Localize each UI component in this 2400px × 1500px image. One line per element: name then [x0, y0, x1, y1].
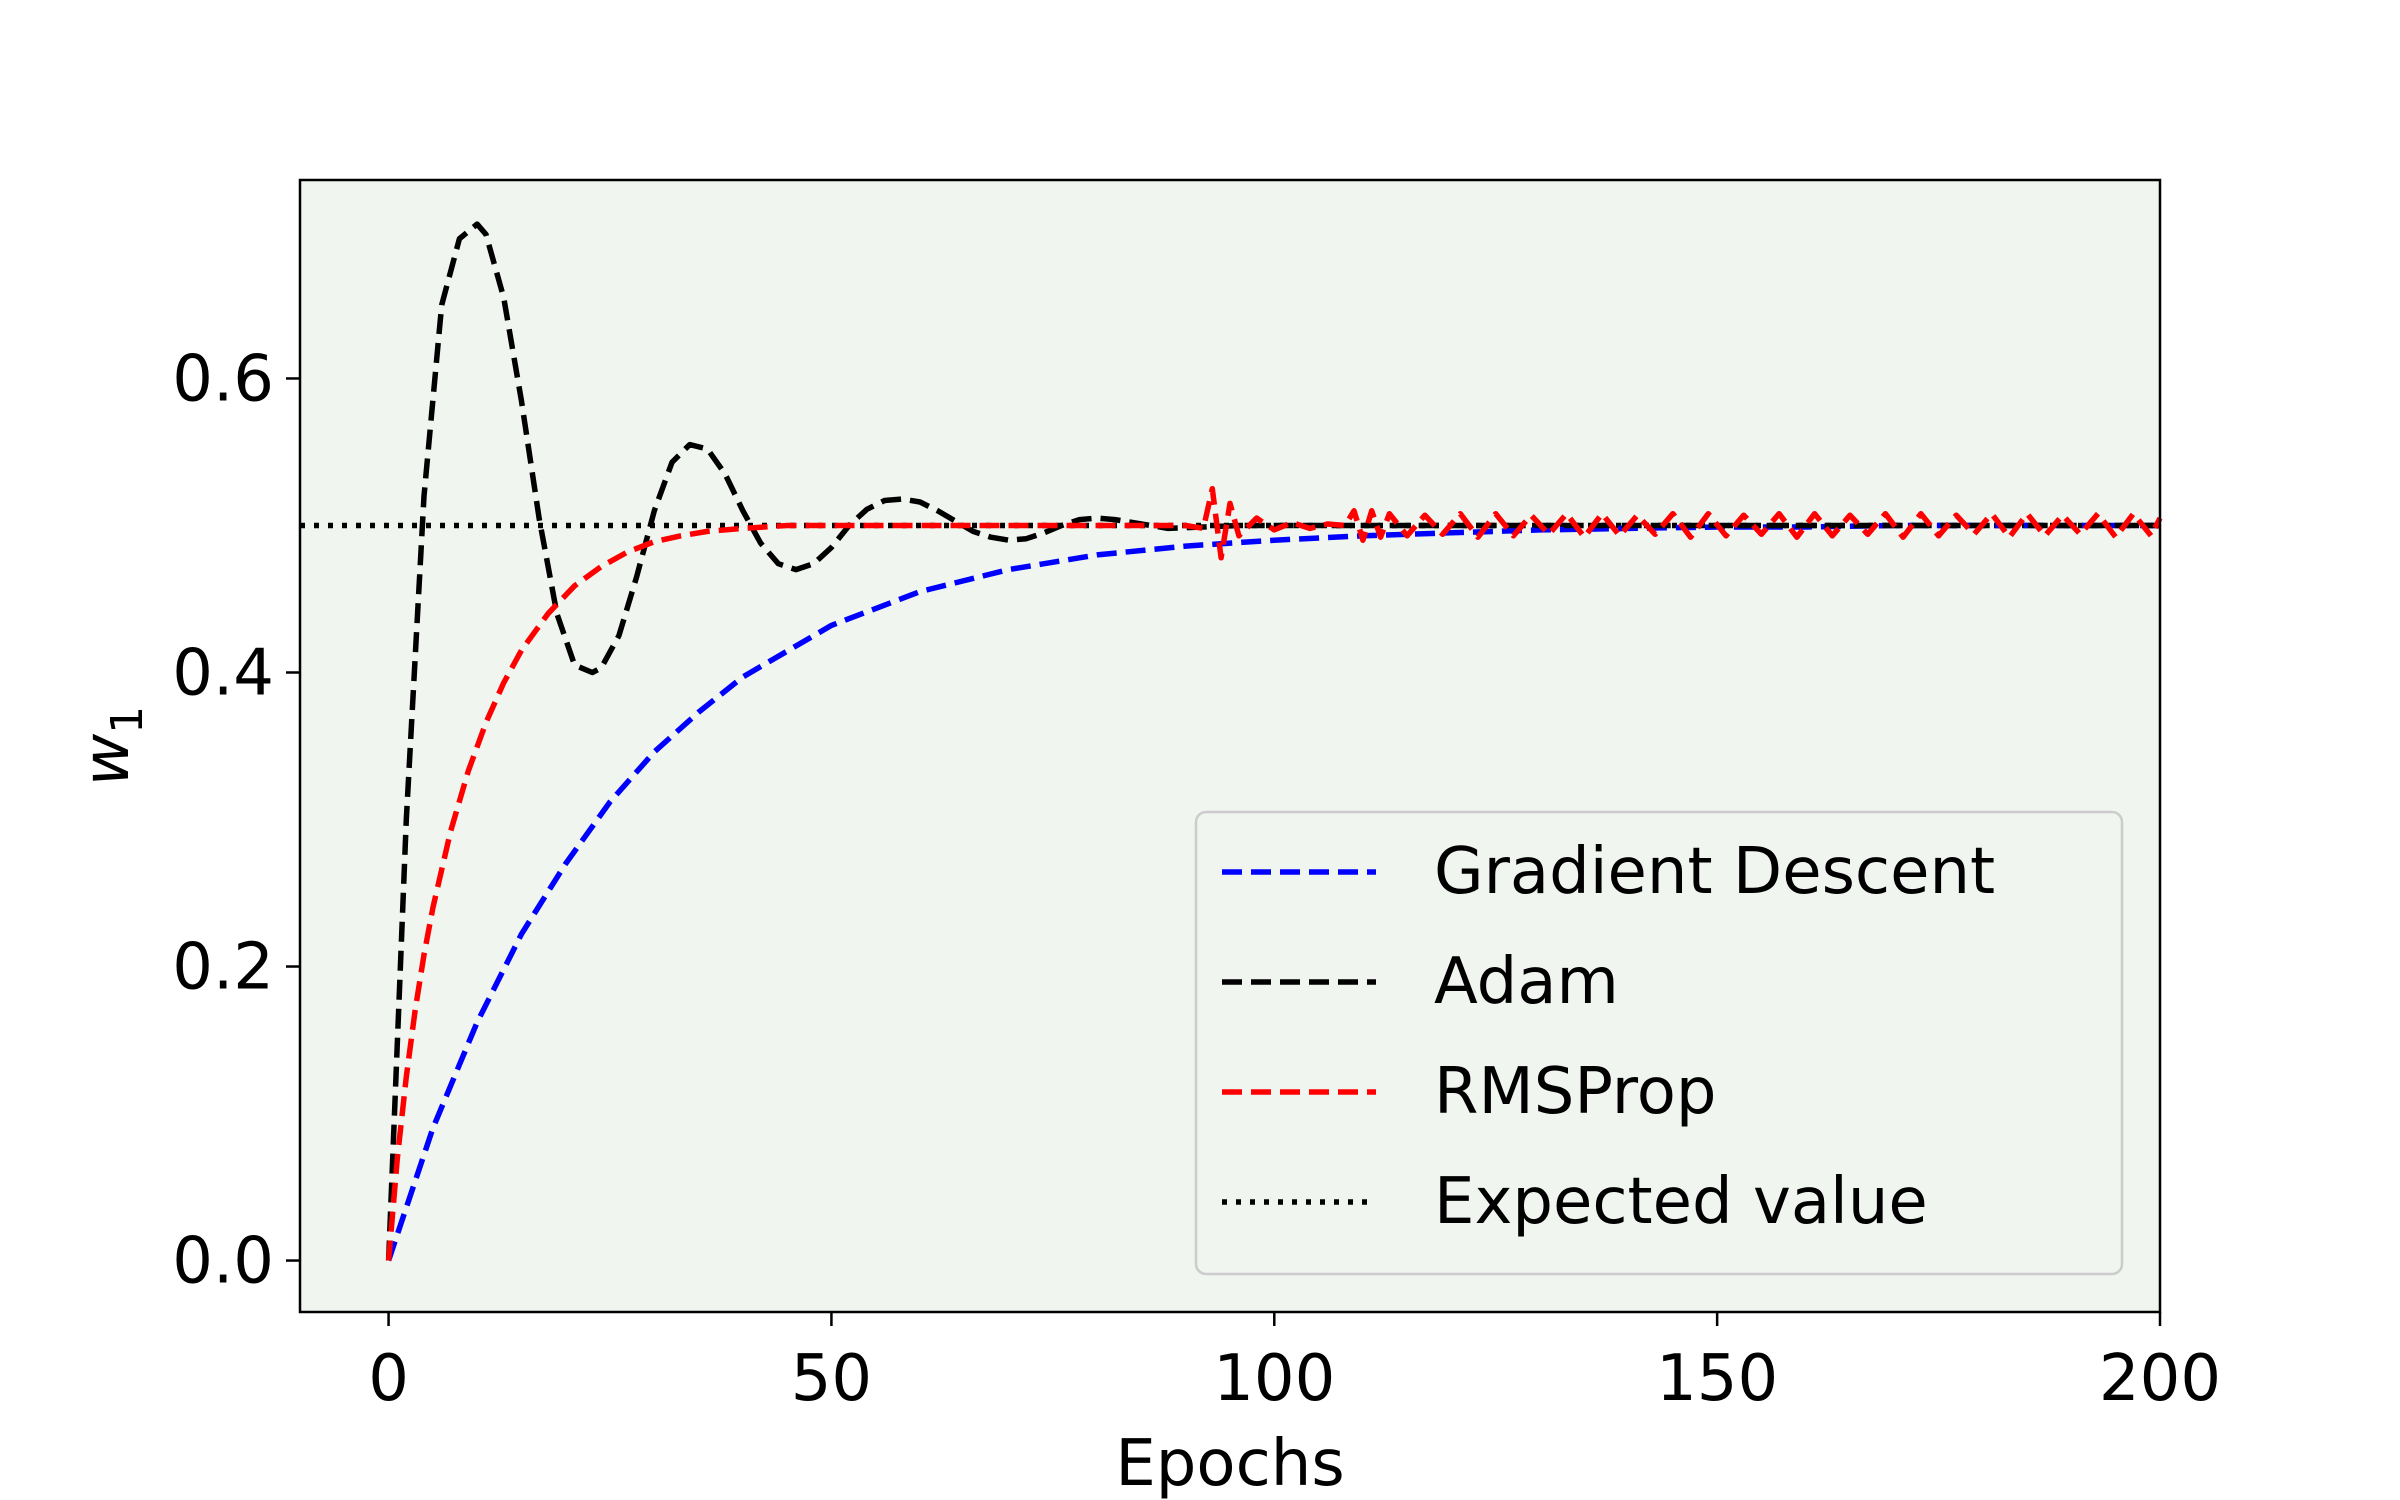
y-axis-ticks: 0.0 0.2 0.4 0.6	[172, 342, 300, 1299]
legend-box	[1194, 810, 2124, 1276]
series-line-rmsprop	[385, 485, 2163, 1261]
y-tick-label: 0.4	[172, 636, 274, 710]
legend-label-expected-value: Expected value	[1434, 1165, 1928, 1239]
y-axis-label-subscript: 1	[102, 706, 153, 734]
legend: Gradient Descent Adam RMSProp Expected v…	[1194, 810, 2124, 1276]
series-layer	[300, 221, 2163, 1262]
y-axis-label: w1	[70, 706, 153, 786]
x-axis-label: Epochs	[1115, 1427, 1344, 1500]
x-axis-ticks: 0 50 100 150 200	[368, 1312, 2221, 1416]
y-tick-label: 0.0	[172, 1225, 274, 1299]
y-tick-label: 0.2	[172, 931, 274, 1005]
legend-entry-gradient-descent: Gradient Descent	[1222, 835, 1995, 909]
legend-label-adam: Adam	[1434, 945, 1619, 1019]
legend-entry-expected-value: Expected value	[1222, 1165, 1928, 1239]
x-tick-label: 100	[1213, 1342, 1335, 1416]
plot-frame	[298, 178, 2162, 1314]
y-axis-label-main: w	[70, 733, 144, 786]
x-tick-label: 0	[368, 1342, 409, 1416]
series-line-adam	[385, 221, 2160, 1261]
y-tick-label: 0.6	[172, 342, 274, 416]
legend-entry-adam: Adam	[1222, 945, 1619, 1019]
x-tick-label: 150	[1656, 1342, 1778, 1416]
x-tick-label: 200	[2099, 1342, 2221, 1416]
x-tick-label: 50	[791, 1342, 872, 1416]
legend-label-gradient-descent: Gradient Descent	[1434, 835, 1995, 909]
legend-entry-rmsprop: RMSProp	[1222, 1055, 1716, 1129]
legend-label-rmsprop: RMSProp	[1434, 1055, 1716, 1129]
